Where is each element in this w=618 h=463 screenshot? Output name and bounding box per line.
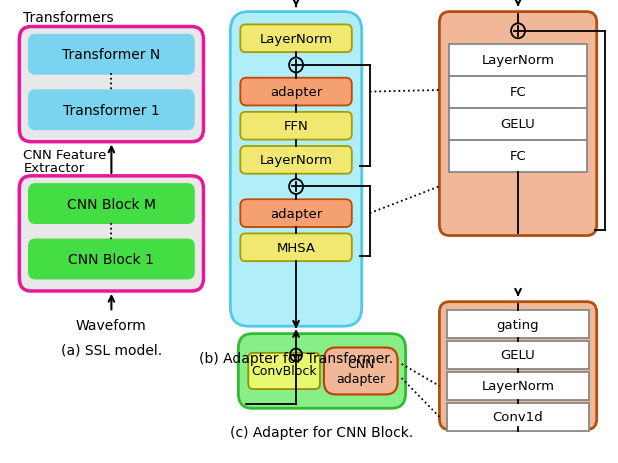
FancyBboxPatch shape: [29, 36, 193, 74]
Text: GELU: GELU: [501, 118, 535, 131]
FancyBboxPatch shape: [19, 27, 203, 143]
Text: (b) Adapter for Transformer.: (b) Adapter for Transformer.: [199, 351, 393, 365]
Text: (c) Adapter for CNN Block.: (c) Adapter for CNN Block.: [231, 425, 413, 439]
FancyBboxPatch shape: [240, 25, 352, 53]
Text: FFN: FFN: [284, 120, 308, 133]
FancyBboxPatch shape: [439, 302, 597, 430]
FancyBboxPatch shape: [240, 234, 352, 262]
Text: FC: FC: [510, 86, 527, 99]
FancyBboxPatch shape: [239, 334, 405, 408]
Text: CNN
adapter: CNN adapter: [336, 357, 386, 385]
Text: adapter: adapter: [270, 86, 322, 99]
Text: Transformer 1: Transformer 1: [63, 104, 160, 118]
Bar: [449, 76, 586, 108]
Bar: [449, 108, 586, 140]
FancyBboxPatch shape: [19, 176, 203, 291]
FancyBboxPatch shape: [439, 13, 597, 236]
FancyBboxPatch shape: [29, 185, 193, 223]
FancyBboxPatch shape: [240, 79, 352, 106]
Text: GELU: GELU: [501, 349, 535, 362]
FancyBboxPatch shape: [29, 91, 193, 130]
Bar: [447, 311, 589, 338]
Text: CNN Block 1: CNN Block 1: [69, 252, 154, 266]
Text: CNN Block M: CNN Block M: [67, 197, 156, 211]
FancyBboxPatch shape: [240, 147, 352, 175]
Text: FC: FC: [510, 150, 527, 163]
Bar: [449, 44, 586, 76]
Text: Transformers: Transformers: [23, 11, 114, 25]
Text: Transformer N: Transformer N: [62, 48, 161, 62]
Text: MHSA: MHSA: [277, 241, 316, 254]
Text: adapter: adapter: [270, 207, 322, 220]
Bar: [447, 403, 589, 431]
Text: CNN Feature: CNN Feature: [23, 149, 107, 162]
FancyBboxPatch shape: [324, 348, 397, 394]
FancyBboxPatch shape: [29, 240, 193, 279]
Text: Extractor: Extractor: [23, 162, 85, 175]
Text: LayerNorm: LayerNorm: [260, 33, 332, 46]
Text: (a) SSL model.: (a) SSL model.: [61, 343, 162, 357]
Bar: [447, 341, 589, 369]
Text: LayerNorm: LayerNorm: [481, 54, 554, 67]
Text: LayerNorm: LayerNorm: [260, 154, 332, 167]
FancyBboxPatch shape: [231, 13, 362, 326]
Text: Conv1d: Conv1d: [493, 410, 543, 423]
Bar: [447, 372, 589, 400]
Text: gating: gating: [497, 318, 540, 331]
Text: Waveform: Waveform: [76, 319, 146, 332]
Text: LayerNorm: LayerNorm: [481, 380, 554, 393]
FancyBboxPatch shape: [240, 200, 352, 227]
FancyBboxPatch shape: [240, 113, 352, 140]
Text: ConvBlock: ConvBlock: [252, 365, 317, 378]
Bar: [449, 140, 586, 172]
FancyBboxPatch shape: [248, 353, 320, 389]
